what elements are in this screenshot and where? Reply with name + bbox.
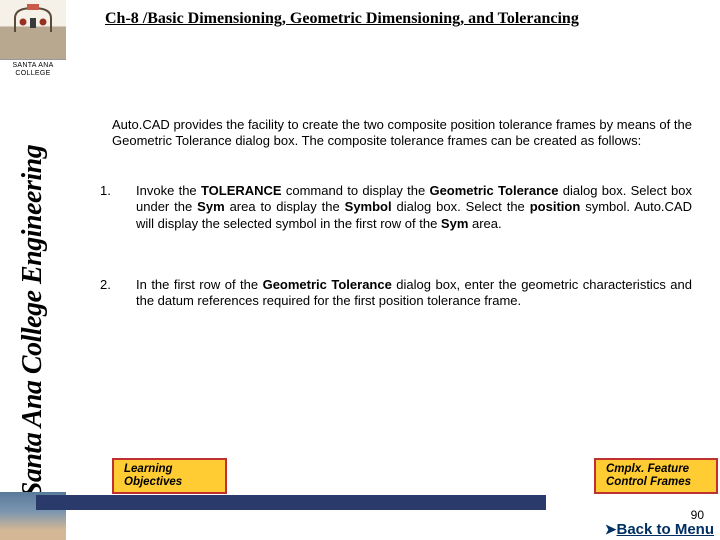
- back-link-text: Back to Menu: [616, 521, 714, 538]
- nav-button-line1: Learning: [124, 463, 215, 476]
- step-number: 2.: [100, 277, 136, 310]
- step-number: 1.: [100, 183, 136, 232]
- nav-button-line1: Cmplx. Feature: [606, 463, 706, 476]
- arrow-right-icon: ➤: [605, 521, 617, 538]
- nav-button-line2: Objectives: [124, 476, 215, 489]
- back-to-menu-link[interactable]: ➤Back to Menu: [605, 521, 714, 538]
- step-item: 2. In the first row of the Geometric Tol…: [100, 277, 692, 310]
- chapter-title: Ch-8 /Basic Dimensioning, Geometric Dime…: [105, 10, 579, 28]
- intro-paragraph: Auto.CAD provides the facility to create…: [112, 117, 692, 150]
- vertical-department-title: Santa Ana College Engineering: [17, 145, 49, 497]
- bell-tower-icon: [9, 4, 57, 32]
- college-logo: [0, 0, 66, 60]
- page-number: 90: [691, 508, 704, 522]
- step-item: 1. Invoke the TOLERANCE command to displ…: [100, 183, 692, 232]
- nav-button-line2: Control Frames: [606, 476, 706, 489]
- college-name-label: SANTA ANA COLLEGE: [0, 62, 66, 77]
- complex-feature-button[interactable]: Cmplx. Feature Control Frames: [594, 458, 718, 494]
- college-name-line1: SANTA ANA: [0, 62, 66, 70]
- college-name-line2: COLLEGE: [0, 70, 66, 78]
- left-sidebar: SANTA ANA COLLEGE Santa Ana College Engi…: [0, 0, 66, 540]
- step-text: In the first row of the Geometric Tolera…: [136, 277, 692, 310]
- learning-objectives-button[interactable]: Learning Objectives: [112, 458, 227, 494]
- step-text: Invoke the TOLERANCE command to display …: [136, 183, 692, 232]
- footer-bar: [36, 495, 546, 510]
